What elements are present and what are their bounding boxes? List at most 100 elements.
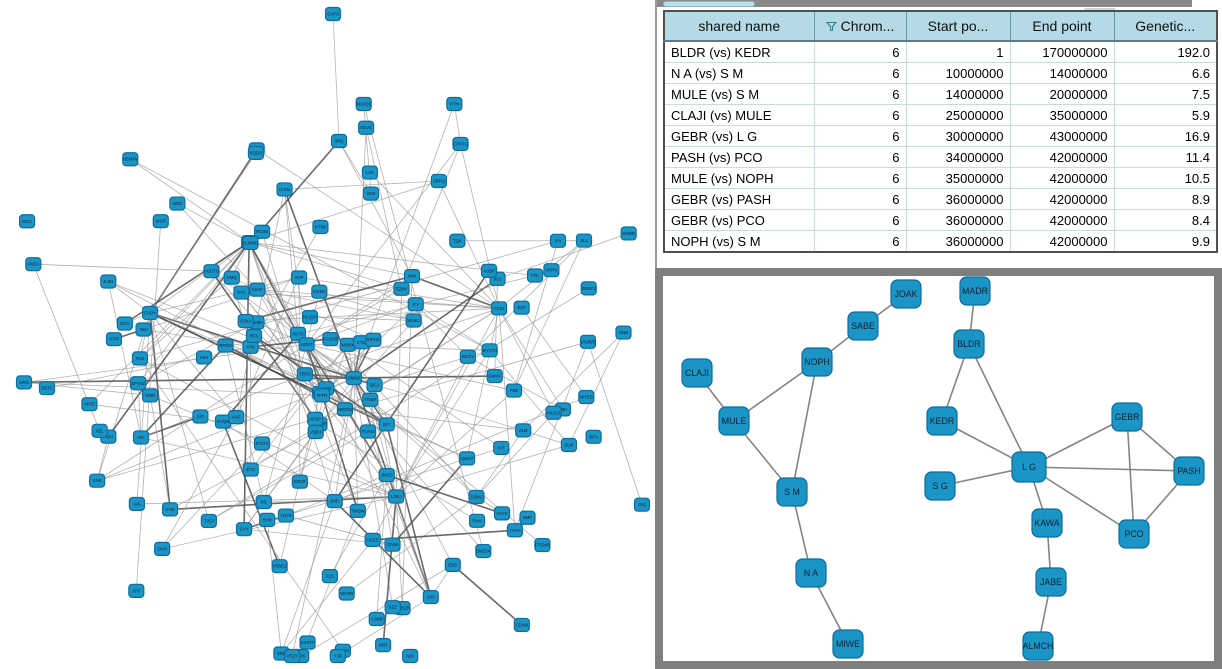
network-node[interactable]: GAPS <box>324 6 342 22</box>
network-edge[interactable] <box>467 240 585 358</box>
network-node[interactable]: VZL <box>91 423 108 438</box>
network-node[interactable]: RPDO <box>217 338 234 353</box>
network-node[interactable]: WAOR <box>338 586 355 601</box>
network-edge[interactable] <box>514 341 589 531</box>
network-node[interactable]: WYED <box>578 389 595 405</box>
network-node[interactable]: YQYB <box>277 508 295 523</box>
network-node[interactable]: OWD <box>142 388 159 403</box>
network-node[interactable]: GEBR <box>1111 402 1143 432</box>
network-node[interactable]: NQB <box>615 325 632 340</box>
network-edge[interactable] <box>411 275 500 310</box>
network-node[interactable]: FCDI <box>490 301 508 316</box>
network-node[interactable]: JILL <box>575 233 593 248</box>
network-node[interactable]: XEJKC <box>405 313 422 328</box>
network-edge[interactable] <box>33 263 212 272</box>
network-edge[interactable] <box>438 180 500 309</box>
network-edge[interactable] <box>353 103 455 379</box>
network-node[interactable]: GIO <box>192 409 209 424</box>
network-node[interactable]: OMZA <box>25 257 42 272</box>
network-node[interactable]: GYY <box>235 522 253 537</box>
network-node[interactable]: TVGI <box>200 513 217 529</box>
network-node[interactable]: YFPF <box>105 332 123 347</box>
network-edge[interactable] <box>346 496 477 594</box>
network-node[interactable]: ABH <box>135 322 152 337</box>
network-node[interactable]: RYC <box>233 285 250 300</box>
network-node[interactable]: WYVTD <box>481 343 498 358</box>
panel-splitter[interactable] <box>655 0 657 268</box>
network-node[interactable]: SHWR <box>620 226 637 241</box>
network-node[interactable]: KTXB <box>312 219 329 235</box>
network-edge[interactable] <box>344 408 524 431</box>
network-node[interactable]: WCC <box>18 214 36 229</box>
network-edge[interactable] <box>332 13 340 142</box>
table-row[interactable]: PASH (vs) PCO 6 34000000 42000000 11.4 <box>663 146 1218 168</box>
network-edge[interactable] <box>337 596 431 657</box>
network-node[interactable]: DMZSK <box>475 543 492 559</box>
network-edge[interactable] <box>374 384 477 498</box>
network-edge[interactable] <box>149 277 300 314</box>
network-edge[interactable] <box>370 399 543 546</box>
network-node[interactable]: MULE <box>718 406 750 436</box>
network-edge[interactable] <box>338 140 413 277</box>
network-edge[interactable] <box>257 289 414 321</box>
network-edge[interactable] <box>363 103 484 552</box>
network-node[interactable]: LAS <box>361 165 379 180</box>
network-edge[interactable] <box>334 377 355 502</box>
network-edge[interactable] <box>107 281 142 438</box>
network-node[interactable]: OIQ <box>633 497 651 512</box>
network-node[interactable]: RQDO <box>247 145 265 161</box>
network-node[interactable]: QICJ <box>366 378 383 393</box>
network-edge[interactable] <box>235 277 300 418</box>
network-edge[interactable] <box>284 180 439 190</box>
network-edge[interactable] <box>261 344 349 444</box>
network-node[interactable]: XPF <box>128 583 145 598</box>
network-edge[interactable] <box>319 423 478 522</box>
network-node[interactable]: LNS <box>422 589 439 605</box>
network-node[interactable]: ZPYKZ <box>130 376 147 391</box>
network-edge[interactable] <box>281 539 373 654</box>
network-node[interactable]: GNK <box>89 473 106 488</box>
table-row[interactable]: GEBR (vs) PCO 6 36000000 42000000 8.4 <box>663 209 1218 231</box>
column-header-startpo[interactable]: Start po... <box>905 10 1011 42</box>
network-edge[interactable] <box>568 332 624 446</box>
network-edge[interactable] <box>256 289 306 375</box>
network-edge[interactable] <box>250 338 331 348</box>
network-node[interactable]: AFPE <box>81 397 98 412</box>
network-node[interactable]: KTH <box>446 96 463 112</box>
network-edge[interactable] <box>256 149 500 309</box>
network-node[interactable]: KAOCB <box>322 331 339 347</box>
network-edge[interactable] <box>222 333 299 423</box>
network-edge[interactable] <box>149 312 171 510</box>
table-row[interactable]: N A (vs) S M 6 10000000 14000000 6.6 <box>663 62 1218 84</box>
network-edge[interactable] <box>177 203 258 290</box>
network-node[interactable]: SABE <box>847 311 879 341</box>
network-node[interactable]: NJK <box>402 648 419 664</box>
network-edge[interactable] <box>284 189 299 334</box>
network-node[interactable]: JOAK <box>890 279 922 309</box>
network-node[interactable]: KZZ <box>384 600 401 615</box>
network-node[interactable]: YVYH <box>506 523 523 538</box>
network-node[interactable]: UHJWE <box>579 334 597 349</box>
network-node[interactable]: TEHG <box>296 367 313 382</box>
network-edge[interactable] <box>334 270 490 502</box>
network-edge[interactable] <box>334 500 432 598</box>
network-node[interactable]: JNOO <box>378 467 395 483</box>
network-node[interactable]: MIWE <box>832 629 864 659</box>
network-edge[interactable] <box>261 231 306 375</box>
network-node[interactable]: EZCR <box>291 474 308 489</box>
network-node[interactable]: KTCIY <box>253 436 271 451</box>
network-edge[interactable] <box>395 390 515 497</box>
network-node[interactable]: LLGM <box>276 182 293 197</box>
network-edge[interactable] <box>369 172 500 309</box>
network-edge[interactable] <box>300 564 453 657</box>
network-node[interactable]: KNS <box>362 186 380 201</box>
network-node[interactable]: PASH <box>1173 456 1205 486</box>
network-node[interactable]: FTSMR <box>534 537 551 553</box>
network-node[interactable]: GWVF <box>486 368 503 384</box>
network-node[interactable]: AOP <box>290 270 308 285</box>
network-edge[interactable] <box>498 308 516 531</box>
network-node[interactable]: YJK <box>329 648 346 664</box>
network-edge[interactable] <box>498 308 564 410</box>
network-node[interactable]: VTQY <box>284 648 301 664</box>
